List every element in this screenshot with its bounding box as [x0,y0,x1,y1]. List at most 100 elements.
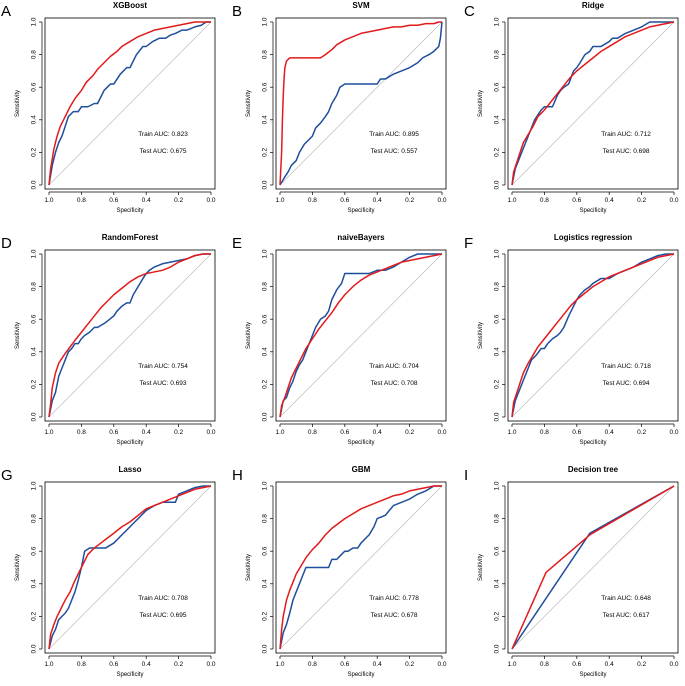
panel-letter: C [464,3,475,20]
plot-frame [44,249,216,422]
y-tick-label: 1.0 [494,17,501,26]
x-tick-label: 0.0 [669,429,678,436]
diagonal-reference-line [511,485,675,650]
plot-frame [44,481,216,654]
x-tick-label: 0.8 [77,197,86,204]
x-tick-label: 0.8 [77,661,86,668]
plot-frame [507,481,679,654]
test-roc-curve [279,485,442,650]
y-tick-label: 0.6 [31,546,38,555]
x-tick-label: 0.2 [174,197,183,204]
y-tick-label: 0.4 [31,579,38,588]
plot-frame [275,481,447,654]
y-tick-label: 0.8 [31,282,38,291]
y-tick-label: 0.4 [31,115,38,124]
train-roc-curve [511,21,675,186]
test-roc-curve [48,253,211,418]
train-auc-label: Train AUC: 0.708 [138,595,188,602]
x-tick-label: 0.2 [637,429,646,436]
x-axis-label: Specificity [579,208,606,214]
roc-panel-d: D RandomForest 1.0 0.8 0.6 0.4 0.2 0.0 0.0 0.2 0.4… [1,233,216,446]
x-axis-label: Specificity [116,672,143,678]
y-tick-label: 0.6 [494,314,501,323]
y-tick-label: 0.8 [494,282,501,291]
y-tick-label: 1.0 [494,481,501,490]
train-auc-label: Train AUC: 0.895 [369,131,419,138]
y-tick-label: 0.8 [31,514,38,523]
y-tick-label: 0.2 [262,380,269,389]
y-tick-label: 1.0 [262,249,269,258]
panel-title: Logistics regression [554,233,632,242]
x-tick-label: 1.0 [507,197,516,204]
diagonal-reference-line [279,253,443,418]
x-tick-label: 0.8 [77,429,86,436]
diagonal-reference-line [48,253,212,418]
y-tick-label: 1.0 [262,17,269,26]
y-axis-label: Sensitivity [15,90,21,117]
train-roc-curve [279,253,443,418]
y-tick-label: 0.6 [262,314,269,323]
test-auc-label: Test AUC: 0.678 [371,612,418,619]
y-tick-label: 0.2 [262,612,269,621]
x-tick-label: 0.0 [669,197,678,204]
x-tick-label: 0.6 [109,661,118,668]
test-auc-label: Test AUC: 0.693 [140,380,187,387]
y-tick-label: 0.0 [31,180,38,189]
x-axis-label: Specificity [347,672,374,678]
y-tick-label: 1.0 [31,17,38,26]
panel-title: Lasso [118,465,141,474]
y-tick-label: 0.4 [262,115,269,124]
y-tick-label: 1.0 [31,481,38,490]
x-axis-label: Specificity [579,672,606,678]
y-tick-label: 0.2 [494,148,501,157]
y-tick-label: 0.4 [262,347,269,356]
y-tick-label: 0.6 [262,546,269,555]
y-tick-label: 0.8 [494,50,501,59]
y-axis-label: Sensitivity [478,554,484,581]
x-tick-label: 0.0 [206,429,215,436]
plot-frame [507,17,679,190]
test-auc-label: Test AUC: 0.708 [371,380,418,387]
roc-panel-f: F Logistics regression 1.0 0.8 0.6 0.4 0.2 0.0 0… [464,233,679,446]
x-tick-label: 0.4 [605,197,614,204]
roc-panel-c: C Ridge 1.0 0.8 0.6 0.4 0.2 0.0 0.0 0.2 0.4 0.6 0.8 1… [464,1,679,214]
plot-frame [275,249,447,422]
x-tick-label: 0.8 [308,197,317,204]
x-tick-label: 0.8 [308,661,317,668]
y-tick-label: 0.2 [31,380,38,389]
y-tick-label: 1.0 [262,481,269,490]
test-auc-label: Test AUC: 0.695 [140,612,187,619]
x-tick-label: 0.6 [340,661,349,668]
test-roc-curve [279,21,443,186]
x-tick-label: 1.0 [44,429,53,436]
x-tick-label: 0.4 [605,661,614,668]
y-tick-label: 0.0 [31,644,38,653]
plot-frame [44,17,216,190]
train-auc-label: Train AUC: 0.823 [138,131,188,138]
train-roc-curve [511,485,675,650]
y-axis-label: Sensitivity [478,90,484,117]
y-tick-label: 1.0 [31,249,38,258]
x-tick-label: 0.8 [540,197,549,204]
x-tick-label: 0.4 [605,429,614,436]
x-tick-label: 0.2 [637,197,646,204]
y-axis-label: Sensitivity [246,322,252,349]
x-tick-label: 0.0 [437,429,446,436]
y-tick-label: 0.2 [31,148,38,157]
y-tick-label: 0.4 [31,347,38,356]
y-tick-label: 0.8 [31,50,38,59]
x-tick-label: 1.0 [275,197,284,204]
panel-title: Decision tree [568,465,619,474]
panel-title: naiveBayers [337,233,385,242]
y-axis-label: Sensitivity [15,322,21,349]
x-tick-label: 1.0 [275,661,284,668]
x-tick-label: 0.6 [572,429,581,436]
panel-title: RandomForest [102,233,159,242]
x-axis-label: Specificity [579,440,606,446]
y-tick-label: 0.6 [31,82,38,91]
y-tick-label: 0.0 [31,412,38,421]
panel-letter: G [1,467,13,484]
x-axis-label: Specificity [347,440,374,446]
train-roc-curve [279,21,442,186]
